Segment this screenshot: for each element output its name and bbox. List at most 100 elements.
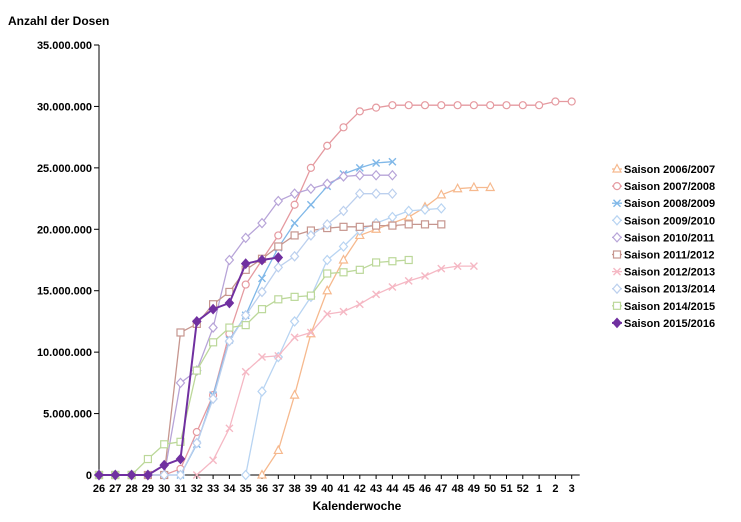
legend: Saison 2006/2007 Saison 2007/2008 Saison 2… [612,163,716,330]
x-tick-label: 27 [109,483,121,495]
data-point [241,280,250,289]
data-point [388,221,397,230]
data-point [339,222,348,231]
data-point [306,328,315,337]
data-point [339,123,348,132]
x-tick-label: 35 [240,483,252,495]
data-point [143,469,153,481]
x-tick-label: 44 [386,483,399,495]
series-line [99,100,572,476]
data-point [518,101,527,110]
data-point [257,469,267,479]
data-point [437,101,446,110]
data-point [323,141,332,150]
data-point [257,217,267,229]
data-point [567,97,576,106]
legend-label: Saison 2011/2012 [624,250,715,262]
x-tick-label: 39 [305,483,317,495]
x-tick-label: 46 [419,483,431,495]
data-point [241,321,250,330]
data-point [175,453,186,465]
legend-marker [612,301,622,310]
data-point [354,188,365,200]
data-point [191,316,202,327]
data-point [322,218,333,230]
legend-label: Saison 2010/2011 [624,232,715,244]
x-tick-label: 28 [125,483,137,495]
legend-item: Saison 2007/2008 [612,181,715,193]
x-tick-label: 30 [158,483,170,495]
data-point [225,287,234,297]
data-point [192,366,201,375]
data-point [209,338,218,347]
legend-marker [612,214,622,226]
legend-item: Saison 2009/2010 [612,214,715,227]
series-saison-2012-2013 [192,262,478,479]
data-point [388,283,397,292]
legend-marker [612,182,622,191]
x-tick-label: 43 [370,483,382,495]
series-saison-2009-2010 [240,202,447,481]
data-point [372,258,381,267]
data-point [355,265,364,274]
data-point [240,469,251,481]
data-point [126,469,137,481]
series-line [196,265,474,476]
data-point [290,200,299,209]
data-point [404,276,413,285]
y-tick-label: 30.000.000 [37,101,92,113]
x-tick-label: 2 [552,483,558,495]
data-point [192,427,201,437]
data-point [208,322,218,333]
data-point [273,261,284,273]
x-tick-label: 3 [569,483,575,495]
legend-marker [612,283,622,295]
legend-label: Saison 2007/2008 [624,181,715,193]
x-tick-label: 51 [500,483,512,495]
legend-label: Saison 2015/2016 [624,318,715,330]
data-point [110,469,121,481]
data-point [388,257,397,266]
data-point [289,316,300,327]
x-tick-label: 38 [288,483,300,495]
data-point [306,183,316,195]
data-point [436,189,447,199]
legend-label: Saison 2012/2013 [624,267,715,279]
data-point [436,202,447,214]
data-point [534,101,544,110]
x-tick-label: 37 [272,483,284,495]
data-point [289,188,300,200]
data-point [306,291,315,300]
data-point [159,459,170,471]
data-point [176,328,185,337]
data-point [274,231,283,240]
data-point [437,220,446,229]
data-point [257,305,267,314]
data-point [355,107,364,116]
data-point [387,169,398,181]
x-tick-label: 31 [174,483,186,495]
data-point [290,219,299,228]
data-point [355,163,364,172]
legend-label: Saison 2014/2015 [624,301,715,313]
data-point [225,323,234,332]
x-tick-label: 47 [435,483,447,495]
x-tick-label: 26 [93,483,105,495]
series-saison-2007-2008 [94,97,576,480]
data-point [421,271,429,280]
legend-marker [612,317,622,329]
data-point [338,241,349,252]
series-line [99,259,409,476]
data-point [191,437,202,449]
legend-label: Saison 2006/2007 [624,164,715,176]
data-point [290,333,299,342]
data-point [354,169,365,181]
data-point [224,254,235,266]
data-point [224,335,235,347]
data-point [468,181,479,192]
data-point [469,262,478,271]
y-axis: 0 5.000.000 10.000.000 15.000.000 20.000.000… [37,40,100,482]
x-tick-label: 50 [484,483,496,495]
y-tick-label: 15.000.000 [37,286,92,298]
data-point [437,264,446,273]
